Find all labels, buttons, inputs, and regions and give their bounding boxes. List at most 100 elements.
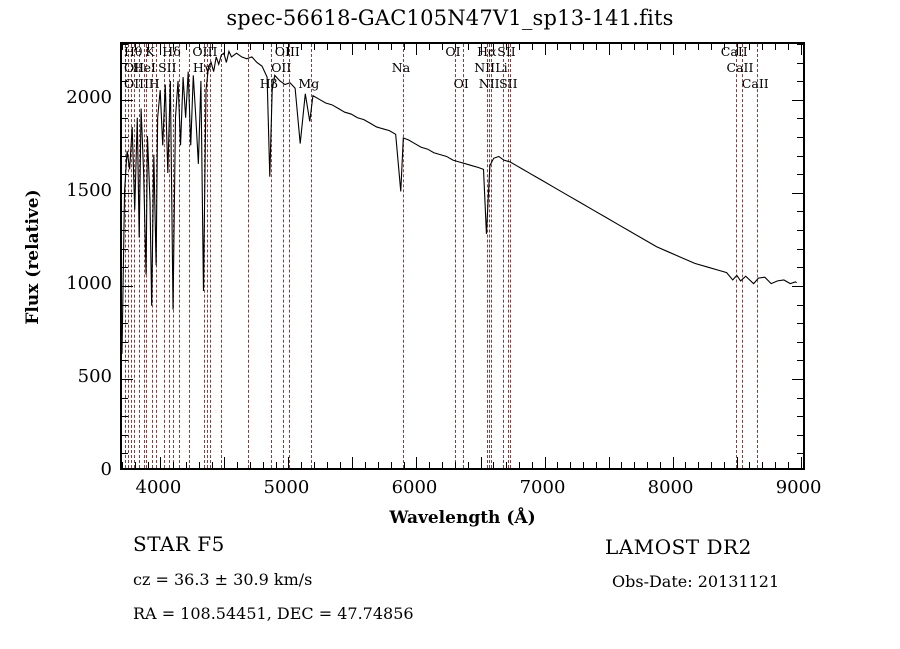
x-tick <box>211 462 213 468</box>
x-tick <box>749 44 751 50</box>
x-tick <box>723 44 725 50</box>
x-tick <box>403 44 405 50</box>
x-tick <box>314 44 316 50</box>
spectral-line-label: Mg <box>298 76 320 91</box>
x-tick <box>186 44 188 50</box>
x-tick <box>275 44 277 50</box>
y-tick <box>122 62 128 64</box>
x-tick <box>186 462 188 468</box>
y-tick <box>122 44 128 45</box>
x-tick <box>467 44 469 50</box>
x-tick <box>160 44 162 55</box>
spectral-line-label: CaII <box>726 60 754 75</box>
x-tick <box>698 44 700 50</box>
x-tick <box>339 462 341 468</box>
x-tick <box>582 462 584 468</box>
x-tick <box>365 44 367 50</box>
x-tick <box>250 44 252 50</box>
line-marker <box>741 44 743 468</box>
x-tick <box>557 44 559 50</box>
line-marker <box>125 44 127 468</box>
line-marker <box>454 44 456 468</box>
x-tick <box>378 462 380 468</box>
y-tick <box>122 285 133 287</box>
x-tick <box>390 462 392 468</box>
x-tick <box>582 44 584 50</box>
line-marker <box>508 44 510 468</box>
y-tick <box>797 81 803 83</box>
line-marker <box>402 44 404 468</box>
x-tick <box>710 44 712 50</box>
y-tick <box>797 267 803 269</box>
spectral-line-label: OIII <box>192 44 218 59</box>
line-marker <box>757 44 759 468</box>
x-tick <box>122 462 123 468</box>
y-axis-title: Flux (relative) <box>23 189 43 325</box>
line-marker <box>488 44 490 468</box>
line-marker <box>206 44 208 468</box>
y-tick <box>122 118 128 120</box>
x-tick <box>365 462 367 468</box>
survey-label: LAMOST DR2 <box>605 535 752 559</box>
x-tick <box>672 457 674 468</box>
x-tick <box>429 462 431 468</box>
x-tick <box>224 457 226 468</box>
spectrum-curve <box>122 44 803 468</box>
x-tick <box>634 44 636 50</box>
x-tick <box>608 44 610 55</box>
y-tick <box>797 453 803 455</box>
spectral-line-label: SII <box>497 44 516 59</box>
y-tick <box>122 174 128 176</box>
x-tick <box>774 462 776 468</box>
x-tick <box>147 462 149 468</box>
y-tick <box>797 416 803 418</box>
line-marker <box>486 44 488 468</box>
x-tick <box>800 44 802 55</box>
x-tick <box>467 462 469 468</box>
spectral-line-label: OIII <box>274 44 300 59</box>
y-tick <box>797 341 803 343</box>
spectral-line-label: HeI <box>132 60 156 75</box>
line-marker <box>189 44 191 468</box>
line-marker <box>289 44 291 468</box>
y-tick <box>797 323 803 325</box>
line-marker <box>491 44 493 468</box>
y-tick <box>122 99 133 101</box>
x-tick <box>122 44 123 50</box>
line-marker <box>209 44 211 468</box>
x-tick <box>762 462 764 468</box>
x-tick <box>736 44 738 55</box>
x-tick <box>134 44 136 50</box>
x-tick <box>237 44 239 50</box>
x-tick <box>160 457 162 468</box>
x-tick <box>442 462 444 468</box>
spectral-line-label: SII <box>158 60 177 75</box>
spectral-line-label: Na <box>391 60 411 75</box>
y-tick <box>122 397 128 399</box>
x-tick <box>288 44 290 55</box>
x-tick <box>301 462 303 468</box>
spectral-line-label: Hα <box>477 44 497 59</box>
x-tick <box>480 457 482 468</box>
y-tick <box>792 285 803 287</box>
spectral-line-label: H <box>148 76 160 91</box>
y-tick <box>122 155 128 157</box>
x-tick-label: 6000 <box>391 477 438 498</box>
y-tick <box>797 211 803 213</box>
x-tick <box>787 44 789 50</box>
spectral-line-label: OI <box>453 76 469 91</box>
line-marker <box>248 44 250 468</box>
x-tick <box>774 44 776 50</box>
x-tick <box>442 44 444 50</box>
spectral-line-label: OII <box>271 60 292 75</box>
line-marker <box>463 44 465 468</box>
y-tick-label: 500 <box>77 365 112 387</box>
object-class-label: STAR F5 <box>133 532 225 556</box>
spectral-line-label: Li <box>495 60 508 75</box>
line-marker <box>139 44 141 468</box>
x-tick <box>173 44 175 50</box>
x-tick <box>710 462 712 468</box>
spectral-line-label: SII <box>499 76 518 91</box>
x-tick <box>352 44 354 55</box>
spectral-line-label: OI <box>445 44 461 59</box>
